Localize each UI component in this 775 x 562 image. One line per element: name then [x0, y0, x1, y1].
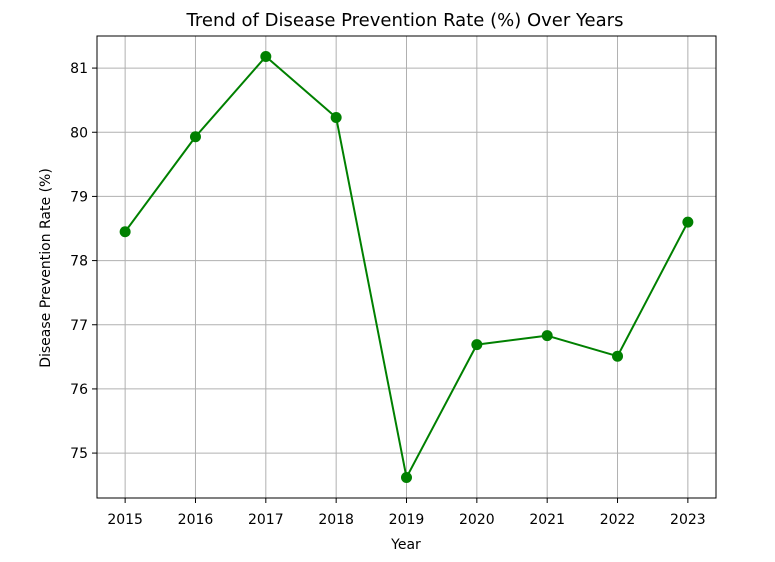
- x-tick-label: 2017: [248, 512, 284, 528]
- data-point: [471, 339, 483, 351]
- x-axis-label: Year: [390, 537, 421, 553]
- x-tick-label: 2015: [107, 512, 143, 528]
- y-axis: 75 76 77 78 79 80 81: [70, 61, 97, 462]
- data-point: [401, 471, 412, 483]
- y-axis-label: Disease Prevention Rate (%): [38, 168, 54, 368]
- y-tick-label: 75: [70, 446, 88, 462]
- chart-title: Trend of Disease Prevention Rate (%) Ove…: [186, 10, 624, 31]
- data-point: [119, 226, 131, 238]
- data-point: [541, 330, 553, 342]
- y-tick-label: 79: [70, 189, 88, 205]
- data-point: [260, 51, 272, 63]
- y-tick-label: 78: [70, 254, 88, 270]
- y-tick-label: 76: [70, 382, 88, 398]
- x-tick-label: 2020: [459, 512, 495, 528]
- x-tick-label: 2018: [318, 512, 354, 528]
- x-tick-label: 2019: [389, 512, 425, 528]
- data-point: [330, 111, 342, 123]
- data-point: [612, 350, 624, 362]
- plot-frame: [96, 35, 717, 499]
- x-tick-label: 2022: [600, 512, 636, 528]
- y-tick-label: 80: [70, 125, 88, 141]
- y-tick-label: 81: [70, 61, 88, 77]
- x-tick-label: 2023: [670, 512, 706, 528]
- grid: [97, 36, 716, 498]
- x-tick-label: 2021: [529, 512, 565, 528]
- x-axis: 2015 2016 2017 2018 2019 2020 2021 2022 2023: [107, 498, 706, 528]
- y-tick-label: 77: [70, 318, 88, 334]
- data-point: [682, 216, 694, 228]
- x-tick-label: 2016: [178, 512, 214, 528]
- data-point: [189, 131, 201, 143]
- series-layer: [119, 51, 694, 483]
